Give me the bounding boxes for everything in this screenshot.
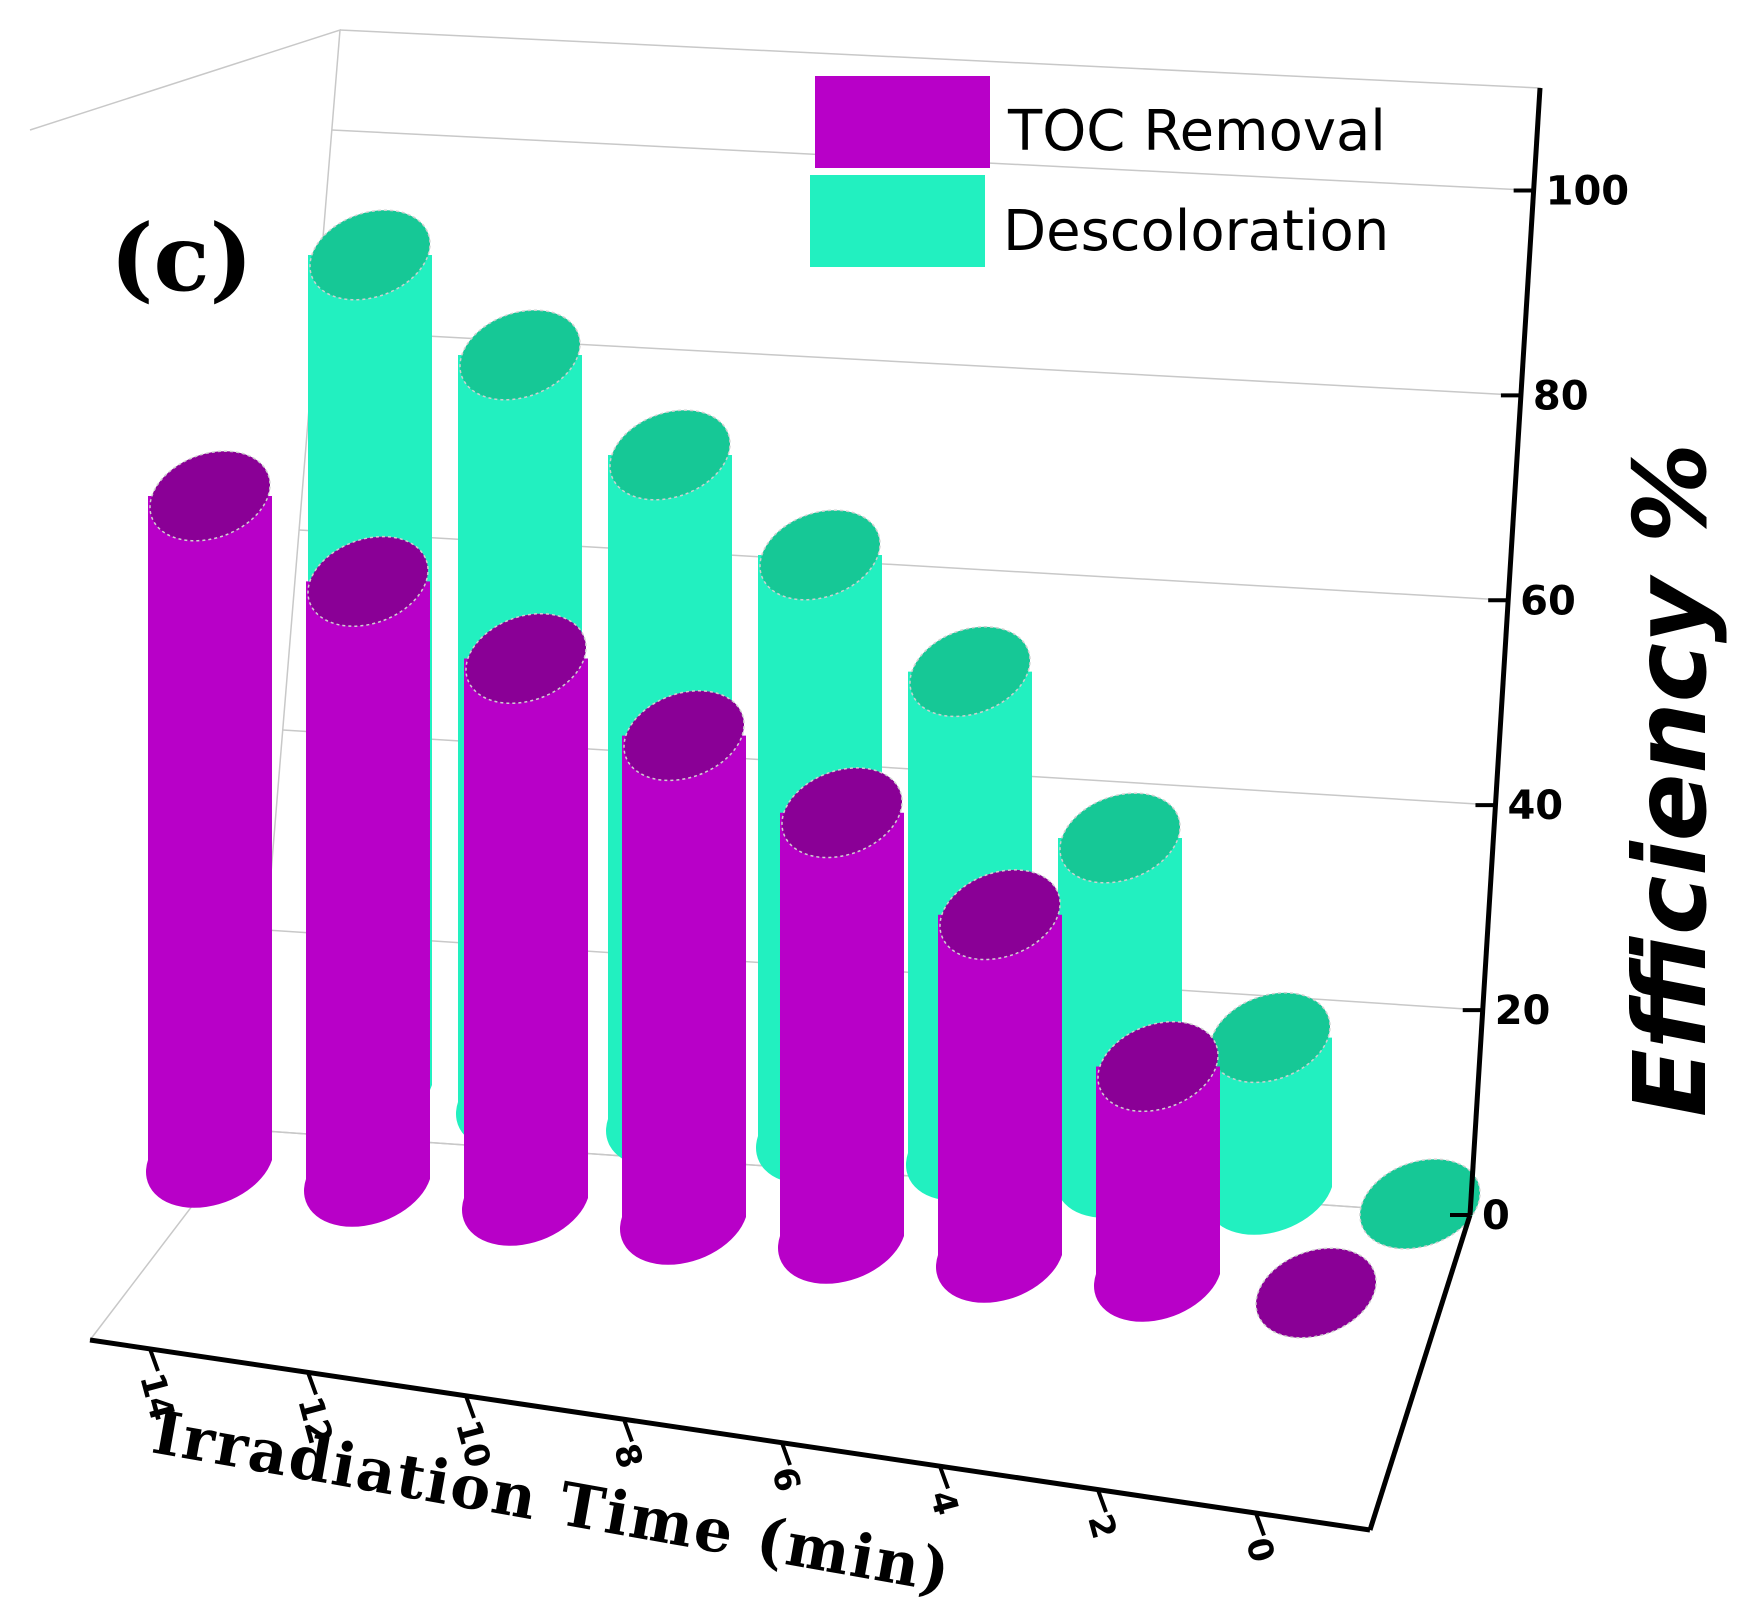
legend-label-descoloration: Descoloration — [1003, 199, 1389, 264]
y-axis-line — [1467, 87, 1543, 1216]
descoloration-bar-0 — [1359, 1158, 1481, 1250]
x-tick-label-4: 4 — [921, 1486, 966, 1519]
y-tick-label-100: 100 — [1546, 168, 1630, 214]
x-tick-mark-8 — [622, 1418, 634, 1443]
legend: TOC Removal Descoloration — [810, 76, 1389, 267]
y-tick-label-0: 0 — [1482, 1193, 1510, 1239]
toc-removal-bar-8 — [619, 690, 746, 1265]
x-tick-mark-14 — [148, 1348, 160, 1372]
x-tick-mark-2 — [1096, 1489, 1108, 1513]
toc-removal-bar-0 — [1255, 1247, 1377, 1339]
toc-removal-bar-14-body — [145, 496, 272, 1208]
toc-removal-bar-12-body — [304, 581, 430, 1227]
x-tick-mark-10 — [464, 1395, 476, 1419]
descoloration-bar-12-top — [459, 309, 581, 401]
toc-removal-bar-14-top — [149, 450, 271, 542]
toc-removal-bar-10-top — [465, 612, 587, 705]
toc-removal-bar-6-top — [781, 767, 903, 859]
legend-swatch-toc-removal — [815, 76, 990, 168]
toc-removal-bar-10 — [461, 612, 588, 1246]
toc-removal-bar-6-body — [777, 812, 904, 1284]
y-tick-label-80: 80 — [1533, 373, 1589, 419]
descoloration-bar-4-top — [1059, 792, 1181, 884]
descoloration-bar-8-top — [759, 509, 881, 601]
descoloration-bar-2-body — [1205, 1037, 1332, 1235]
toc-removal-bar-10-body — [461, 658, 588, 1246]
side-wall-outline — [29, 28, 341, 1341]
toc-removal-bars — [145, 450, 1377, 1339]
x-tick-mark-0 — [1254, 1512, 1266, 1537]
y-ticks: 0 20 40 60 80 100 — [1450, 168, 1629, 1239]
toc-removal-bar-8-top — [623, 690, 745, 782]
y-tick-label-40: 40 — [1507, 783, 1563, 829]
x-axis-title: Irradiation Time (min) — [147, 1398, 956, 1608]
toc-removal-bar-4 — [935, 869, 1062, 1303]
x-tick-mark-4 — [938, 1465, 950, 1490]
x-tick-label-2: 2 — [1079, 1510, 1124, 1543]
legend-label-toc-removal: TOC Removal — [1007, 99, 1386, 164]
toc-removal-bar-2 — [1093, 1020, 1220, 1322]
toc-removal-bar-0-top — [1255, 1247, 1377, 1339]
toc-removal-bar-4-body — [935, 914, 1062, 1303]
x-tick-mark-12 — [306, 1371, 318, 1396]
x-tick-label-6: 6 — [763, 1463, 808, 1496]
x-axis-line — [89, 1337, 1371, 1533]
y-tick-label-60: 60 — [1520, 578, 1576, 624]
x-tick-label-0: 0 — [1237, 1533, 1282, 1566]
descoloration-bar-10-top — [609, 409, 731, 501]
descoloration-bar-6-top — [909, 626, 1031, 718]
toc-removal-bar-2-body — [1093, 1066, 1220, 1322]
toc-removal-bar-12 — [304, 535, 430, 1227]
y-tick-label-20: 20 — [1495, 988, 1551, 1034]
toc-removal-bar-8-body — [619, 735, 746, 1265]
descoloration-bar-14-top — [309, 209, 431, 301]
descoloration-bar-0-top — [1359, 1158, 1481, 1250]
y-axis-title: Efficiency % — [1612, 443, 1729, 1117]
legend-swatch-descoloration — [810, 175, 985, 267]
depth-axis-line — [1367, 1214, 1473, 1531]
x-tick-mark-6 — [780, 1442, 792, 1466]
toc-removal-bar-2-top — [1097, 1020, 1219, 1113]
toc-removal-bar-6 — [777, 767, 904, 1284]
toc-removal-bar-4-top — [939, 869, 1061, 961]
toc-removal-bar-12-top — [307, 535, 429, 627]
toc-removal-bar-14 — [145, 450, 272, 1208]
x-tick-label-8: 8 — [605, 1439, 650, 1472]
panel-label: (c) — [110, 204, 253, 312]
descoloration-bar-2 — [1205, 992, 1332, 1235]
